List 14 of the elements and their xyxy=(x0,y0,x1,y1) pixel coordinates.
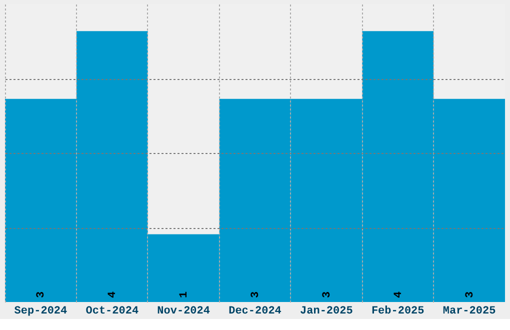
data-label: 3 xyxy=(321,291,334,298)
data-label: 3 xyxy=(36,291,48,298)
x-tick-label: Nov-2024 xyxy=(157,306,210,318)
data-label: 4 xyxy=(392,291,405,298)
data-label: 1 xyxy=(178,291,191,298)
x-tick-label: Oct-2024 xyxy=(86,306,139,318)
data-label: 3 xyxy=(250,291,262,298)
x-tick-label: Dec-2024 xyxy=(228,306,282,318)
data-label: 4 xyxy=(107,291,120,298)
x-tick-label: Mar-2025 xyxy=(442,306,496,318)
data-label: 3 xyxy=(464,291,476,298)
x-tick-label: Jan-2025 xyxy=(300,306,354,318)
x-tick-label: Feb-2025 xyxy=(371,306,425,318)
x-tick-label: Sep-2024 xyxy=(14,306,68,318)
